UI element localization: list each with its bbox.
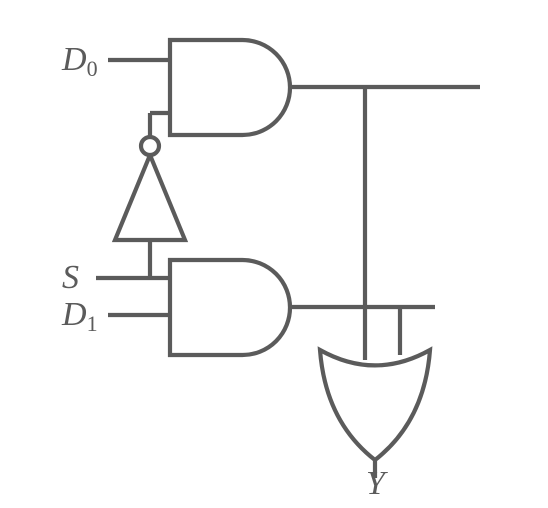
label-d0: D0: [61, 41, 98, 81]
or-gate: [320, 350, 430, 460]
not-gate: [115, 137, 185, 240]
label-s: S: [62, 259, 79, 296]
and-gate-top: [170, 40, 290, 135]
label-d1: D1: [61, 296, 98, 336]
label-y: Y: [366, 465, 388, 502]
and-gate-bottom: [170, 260, 290, 355]
